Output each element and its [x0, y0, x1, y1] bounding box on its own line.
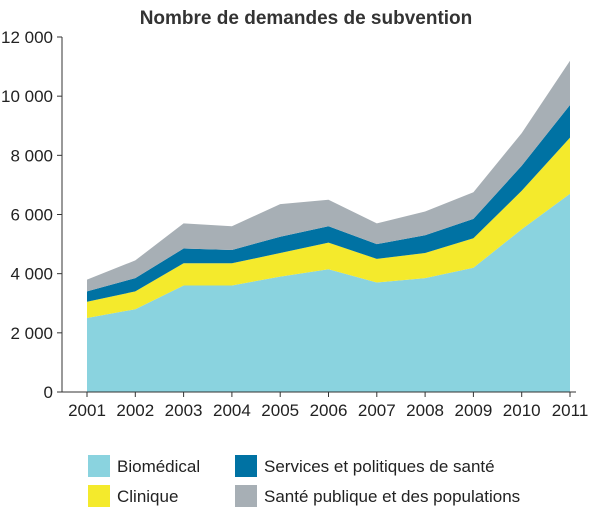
x-tick-label: 2005 — [261, 401, 299, 420]
x-tick-label: 2001 — [68, 401, 106, 420]
legend-swatch — [88, 485, 110, 507]
plot-areas — [87, 60, 570, 392]
chart-title: Nombre de demandes de subvention — [140, 8, 473, 29]
x-tick-label: 2004 — [213, 401, 251, 420]
y-tick-label: 4 000 — [10, 265, 53, 284]
area-series-1 — [87, 193, 570, 392]
legend-label: Biomédical — [117, 457, 200, 476]
y-tick-label: 2 000 — [10, 324, 53, 343]
area-series-3 — [87, 105, 570, 302]
area-series-2 — [87, 137, 570, 318]
x-tick-label: 2010 — [503, 401, 541, 420]
x-tick-label: 2009 — [454, 401, 492, 420]
axes: 0 2 000 4 000 6 000 8 000 10 000 12 000 2001 200… — [1, 28, 588, 420]
legend-swatch — [88, 455, 110, 477]
x-tick-label: 2008 — [406, 401, 444, 420]
y-tick-label: 12 000 — [1, 28, 53, 47]
legend-label: Clinique — [117, 487, 178, 506]
legend: Biomédical Clinique Services et politiques… — [88, 455, 520, 507]
y-tick-label: 6 000 — [10, 206, 53, 225]
legend-label: Services et politiques de santé — [264, 457, 495, 476]
x-tick-label: 2003 — [165, 401, 203, 420]
x-tick-label: 2006 — [310, 401, 348, 420]
legend-swatch — [235, 485, 257, 507]
x-tick-label: 2011 — [552, 401, 589, 420]
y-tick-label: 8 000 — [10, 146, 53, 165]
area-series-4 — [87, 60, 570, 292]
y-tick-label: 10 000 — [1, 87, 53, 106]
y-tick-label: 0 — [44, 383, 53, 402]
x-tick-label: 2007 — [358, 401, 396, 420]
x-tick-label: 2002 — [116, 401, 154, 420]
legend-label: Santé publique et des populations — [264, 487, 520, 506]
legend-swatch — [235, 455, 257, 477]
